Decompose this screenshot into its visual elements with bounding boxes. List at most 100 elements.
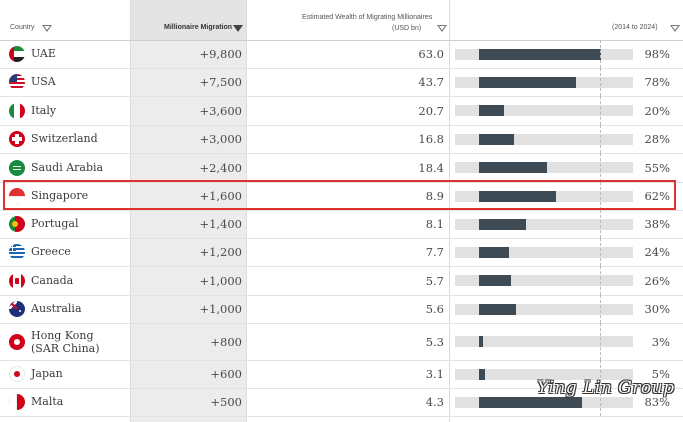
flag-greece-icon	[9, 244, 25, 260]
migration-header-label: Millionaire Migration	[164, 24, 233, 31]
growth-percent: 83%	[644, 395, 670, 409]
growth-bar	[479, 105, 504, 116]
country-name: Hong Kong (SAR China)	[31, 328, 100, 355]
growth-bar-track	[455, 275, 633, 286]
reference-tick	[600, 125, 601, 153]
table-row[interactable]: Saudi Arabia +2,400 18.4 55%	[0, 153, 683, 182]
country-name: Greece	[31, 245, 71, 258]
reference-tick	[600, 388, 601, 416]
flag-hong-kong-sar-china-icon	[9, 333, 25, 350]
country-name: Italy	[31, 103, 57, 117]
growth-bar-track	[455, 190, 633, 202]
table-row[interactable]: Malta +500 4.3 83%	[0, 388, 683, 416]
growth-bar-track	[455, 246, 633, 258]
growth-bar-track	[455, 368, 633, 380]
header-divider	[0, 40, 683, 41]
table-row[interactable]: USA +7,500 43.7 78%	[0, 68, 683, 96]
country-name: Singapore	[31, 189, 89, 202]
growth-percent: 26%	[644, 273, 670, 288]
flag-saudi-arabia-icon	[9, 159, 25, 176]
growth-bar-track	[455, 48, 633, 60]
growth-bar	[479, 76, 576, 88]
migration-value: +1,000	[199, 273, 242, 288]
growth-bar	[479, 336, 483, 347]
wealth-value: 5.6	[425, 302, 444, 316]
reference-tick	[600, 40, 601, 68]
flag-usa-icon	[9, 74, 25, 90]
table-row[interactable]: Switzerland +3,000 16.8 28%	[0, 125, 683, 153]
growth-bar	[479, 218, 527, 230]
sorted-column-header-background	[131, 0, 246, 40]
sort-toggle-icon[interactable]	[42, 25, 52, 32]
wealth-value: 7.7	[425, 245, 444, 259]
reference-tick	[600, 238, 601, 266]
flag-malta-icon	[9, 394, 25, 410]
row-divider	[0, 295, 683, 296]
table-row[interactable]: Hong Kong (SAR China) +800 5.3 3%	[0, 323, 683, 360]
wealth-value: 8.1	[425, 217, 444, 231]
growth-bar	[479, 275, 512, 286]
sort-toggle-icon[interactable]	[670, 25, 680, 32]
wealth-value: 5.3	[425, 334, 444, 349]
growth-bar-track	[455, 162, 633, 173]
table-row[interactable]: UAE +9,800 63.0 98%	[0, 40, 683, 68]
table-row[interactable]: Greece +1,200 7.7 24%	[0, 238, 683, 266]
country-header-label: Country	[10, 24, 35, 31]
growth-bar-track	[455, 133, 633, 145]
migration-value: +1,400	[199, 217, 242, 231]
growth-bar	[479, 133, 514, 145]
column-divider	[246, 0, 247, 422]
wealth-header-unit: (USD bn)	[392, 25, 422, 32]
migration-value: +800	[210, 334, 242, 349]
table-row[interactable]: Japan +600 3.1 5%	[0, 360, 683, 388]
country-header[interactable]: Country	[0, 0, 130, 40]
table-row[interactable]: Portugal +1,400 8.1 38%	[0, 210, 683, 238]
reference-tick	[600, 323, 601, 360]
watermark: Ying Lin Group	[537, 378, 675, 398]
country-name: Japan	[31, 367, 63, 380]
reference-tick	[600, 295, 601, 323]
flag-uae-icon	[9, 46, 25, 62]
growth-bar	[479, 368, 486, 380]
growth-bar	[479, 303, 517, 315]
growth-percent: 3%	[651, 334, 670, 349]
growth-bar	[479, 246, 509, 258]
growth-bar-track	[455, 218, 633, 230]
growth-percent: 55%	[644, 160, 670, 175]
table-row[interactable]: Singapore +1,600 8.9 62%	[0, 182, 683, 210]
sorted-column-background	[131, 0, 246, 422]
flag-switzerland-icon	[9, 131, 25, 147]
column-divider	[130, 0, 131, 422]
migration-value: +3,600	[199, 103, 242, 118]
sort-toggle-icon[interactable]	[437, 25, 447, 32]
wealth-value: 5.7	[425, 273, 444, 288]
sort-desc-icon[interactable]	[233, 25, 243, 32]
country-name: Switzerland	[31, 132, 98, 145]
growth-bar-track	[455, 303, 633, 315]
table-row[interactable]: Italy +3,600 20.7 20%	[0, 96, 683, 125]
highlight-box	[3, 180, 676, 210]
row-divider	[0, 210, 683, 211]
migration-value: +1,200	[199, 245, 242, 259]
flag-australia-icon	[9, 301, 25, 317]
row-divider	[0, 416, 683, 417]
flag-portugal-icon	[9, 216, 25, 232]
table-row[interactable]: Australia +1,000 5.6 30%	[0, 295, 683, 323]
country-name: Portugal	[31, 217, 79, 230]
growth-bar	[479, 396, 582, 408]
migration-value: +3,000	[199, 132, 242, 146]
growth-bar-track	[455, 76, 633, 88]
row-divider	[0, 266, 683, 267]
wealth-value: 8.9	[425, 189, 444, 203]
migration-header[interactable]: Millionaire Migration	[131, 0, 246, 40]
wealth-value: 63.0	[418, 47, 444, 61]
row-divider	[0, 360, 683, 361]
table-row[interactable]: Canada +1,000 5.7 26%	[0, 266, 683, 295]
reference-tick	[600, 182, 601, 210]
wealth-header[interactable]: Estimated Wealth of Migrating Millionair…	[247, 0, 449, 40]
wealth-value: 3.1	[425, 367, 444, 381]
reference-tick	[600, 360, 601, 388]
reference-tick	[600, 266, 601, 295]
migration-value: +9,800	[199, 47, 242, 61]
growth-header[interactable]: (2014 to 2024)	[450, 0, 683, 40]
